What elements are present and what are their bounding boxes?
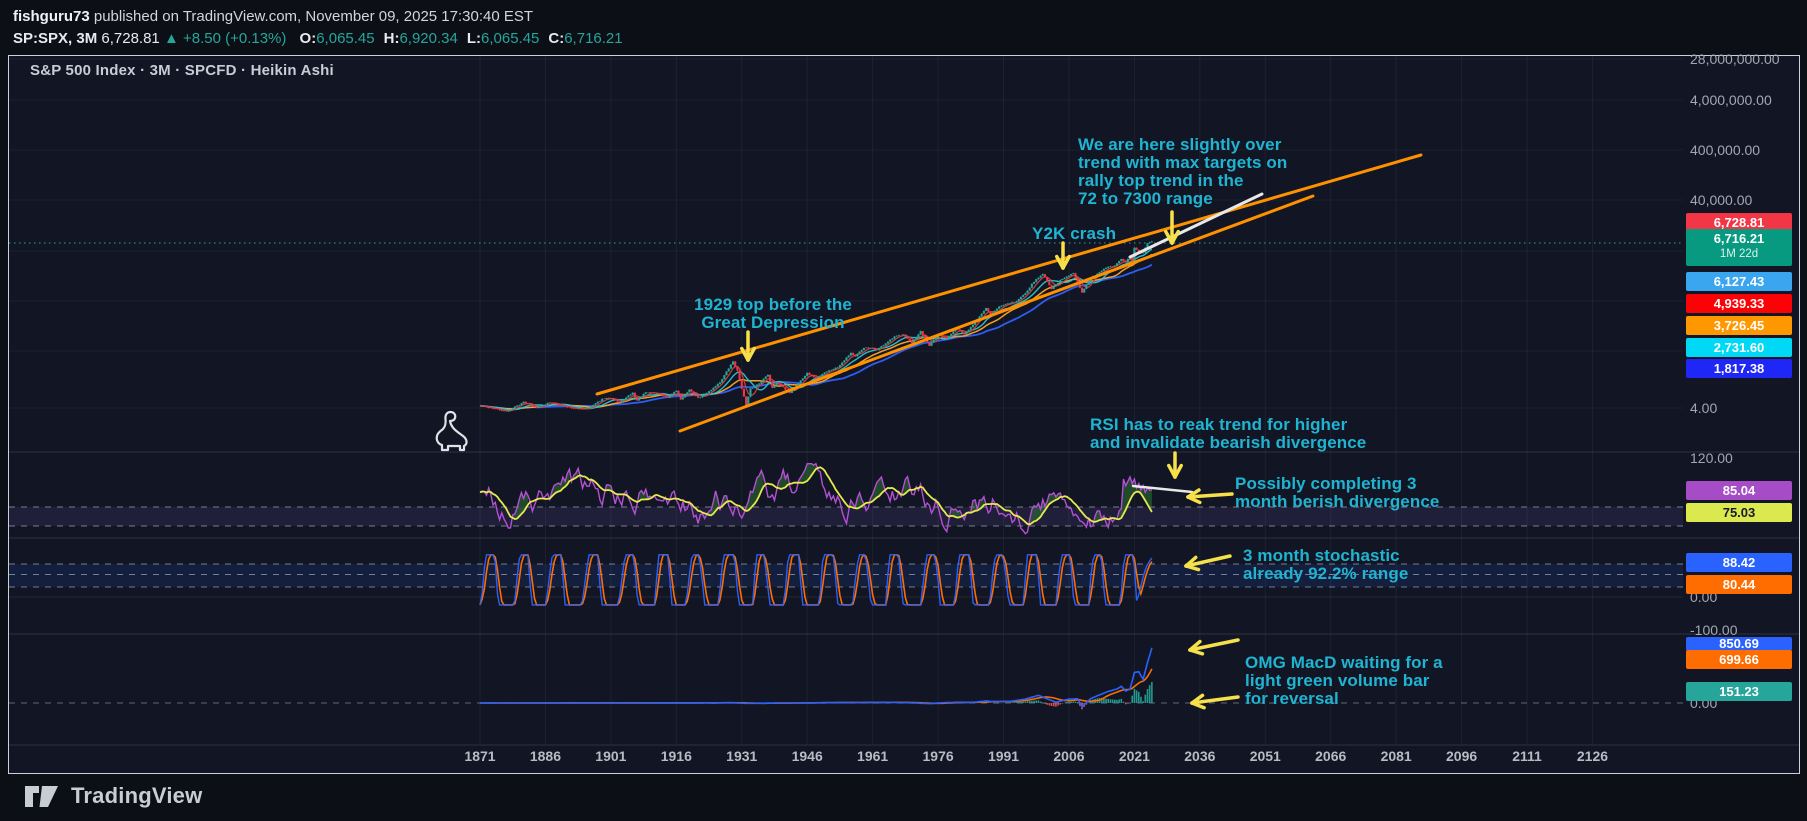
stoch-k-line xyxy=(479,554,1153,606)
ohlc-values: O:6,065.45 H:6,920.34 L:6,065.45 C:6,716.21 xyxy=(291,30,623,47)
time-axis-label: 2111 xyxy=(1512,748,1542,764)
time-axis-label: 2066 xyxy=(1315,748,1347,764)
rsi-band xyxy=(9,507,1683,526)
price-badge: 850.69 xyxy=(1686,637,1792,651)
price-scale-label: 4,000,000.00 xyxy=(1690,92,1772,108)
price-badge: 75.03 xyxy=(1686,503,1792,522)
arrow-drawing xyxy=(1186,488,1234,505)
macd-signal-line xyxy=(480,668,1153,705)
footer: TradingView xyxy=(24,782,202,810)
ohlc-value: 6,065.45 xyxy=(481,30,540,47)
time-axis-label: 1976 xyxy=(922,748,954,764)
chart-annotation-we-are-here: We are here slightly over trend with max … xyxy=(1078,135,1288,208)
grid xyxy=(9,56,1683,744)
chart-title: S&P 500 Index · 3M · SPCFD · Heikin Ashi xyxy=(30,62,334,79)
published-text: published on TradingView.com, November 0… xyxy=(89,8,534,25)
arrow-drawing xyxy=(1188,638,1240,656)
chart-annotation-rsi-divergence: Possibly completing 3 month berish diverg… xyxy=(1235,474,1440,511)
dinosaur-icon xyxy=(435,410,468,452)
snapshot-header: fishguru73 published on TradingView.com,… xyxy=(13,6,623,49)
price-badge: 2,731.60 xyxy=(1686,338,1792,357)
price-scale-label: 4.00 xyxy=(1690,400,1718,416)
ohlc-value: 6,920.34 xyxy=(399,30,458,47)
time-axis-label: 1931 xyxy=(726,748,758,764)
arrow-drawing xyxy=(1055,241,1071,270)
price-badge: 6,716.21 1M 22d xyxy=(1686,229,1792,266)
chart-widget[interactable] xyxy=(8,55,1800,774)
moving-average-line xyxy=(479,263,1153,410)
price-badge: 1,817.38 xyxy=(1686,359,1792,378)
arrow-drawing xyxy=(1184,554,1232,572)
price-badge: 6,728.81 xyxy=(1686,213,1792,232)
ohlc-label: H: xyxy=(383,30,400,47)
time-axis-label: 2036 xyxy=(1184,748,1216,764)
time-axis-label: 2096 xyxy=(1446,748,1478,764)
price-change: +8.50 (+0.13%) xyxy=(182,30,287,47)
price-badge: 88.42 xyxy=(1686,553,1792,572)
chart-annotation-rsi-note: RSI has to reak trend for higher and inva… xyxy=(1090,415,1367,452)
stoch-band xyxy=(9,564,1683,587)
publish-line: fishguru73 published on TradingView.com,… xyxy=(13,6,623,27)
ohlc-value: 6,716.21 xyxy=(564,30,623,47)
time-axis-label: 2081 xyxy=(1380,748,1412,764)
ohlc-label: O: xyxy=(299,30,317,47)
time-axis-label: 1991 xyxy=(987,748,1020,764)
time-axis-label: 1871 xyxy=(464,748,496,764)
chart-annotation-stoch-note: 3 month stochastic already 92.2% range xyxy=(1243,546,1409,583)
time-axis-label: 1916 xyxy=(660,748,692,764)
ohlc-label: L: xyxy=(466,30,481,47)
arrow-drawing xyxy=(1167,451,1183,479)
arrow-drawing xyxy=(1190,693,1240,710)
symbol-name[interactable]: SP:SPX, 3M xyxy=(13,30,98,47)
price-badge: 85.04 xyxy=(1686,481,1792,500)
time-axis-label: 2021 xyxy=(1118,748,1150,764)
price-pane[interactable] xyxy=(479,240,1153,413)
time-axis-label: 1886 xyxy=(529,748,562,764)
rsi-line xyxy=(479,462,1152,535)
symbol-line: SP:SPX, 3M 6,728.81 ▲ +8.50 (+0.13%) O:6… xyxy=(13,28,623,49)
stochastic-pane[interactable] xyxy=(479,553,1153,606)
price-badge: 3,726.45 xyxy=(1686,316,1792,335)
price-badge: 6,127.43 xyxy=(1686,272,1792,291)
time-axis-label: 1946 xyxy=(791,748,823,764)
username-link[interactable]: fishguru73 xyxy=(13,8,90,25)
time-axis-label: 2006 xyxy=(1053,748,1085,764)
price-scale-label: 40,000.00 xyxy=(1690,192,1753,208)
macd-pane[interactable] xyxy=(479,647,1153,710)
price-scale-label: -100.00 xyxy=(1690,622,1738,638)
rsi-pane[interactable] xyxy=(479,462,1153,535)
price-scale-label: 400,000.00 xyxy=(1690,142,1761,158)
chart-annotation-macd-note: OMG MacD waiting for a light green volume… xyxy=(1245,653,1443,708)
trendline-drawing xyxy=(1131,484,1194,494)
badge-countdown: 1M 22d xyxy=(1719,248,1759,260)
price-scale-label: 28,000,000.00 xyxy=(1690,51,1780,67)
time-axis-label: 1901 xyxy=(595,748,627,764)
price-scale-label: 120.00 xyxy=(1690,450,1733,466)
tradingview-logo-icon[interactable] xyxy=(24,782,60,810)
price-badge: 699.66 xyxy=(1686,650,1792,669)
arrow-drawing xyxy=(1164,210,1180,245)
rsi-ma-line xyxy=(479,466,1153,526)
time-axis-label: 2126 xyxy=(1576,748,1609,764)
time-axis-label: 2051 xyxy=(1249,748,1281,764)
macd-line xyxy=(479,647,1153,709)
arrow-drawing xyxy=(740,330,756,362)
change-arrow-icon: ▲ xyxy=(163,30,179,47)
brand-name[interactable]: TradingView xyxy=(71,783,203,808)
ohlc-value: 6,065.45 xyxy=(316,30,375,47)
last-price: 6,728.81 xyxy=(101,30,160,47)
price-badge: 151.23 xyxy=(1686,682,1792,701)
trendline-drawing xyxy=(678,194,1315,433)
ohlc-label: C: xyxy=(548,30,565,47)
price-badge: 4,939.33 xyxy=(1686,294,1792,313)
chart-annotation-y2k-crash: Y2K crash xyxy=(1032,224,1117,243)
chart-annotation-top-1929: 1929 top before the Great Depression xyxy=(694,295,852,332)
trendline-drawing xyxy=(1128,192,1264,259)
time-axis-label: 1961 xyxy=(857,748,889,764)
trendline-drawing xyxy=(595,153,1423,396)
price-badge: 80.44 xyxy=(1686,575,1792,594)
